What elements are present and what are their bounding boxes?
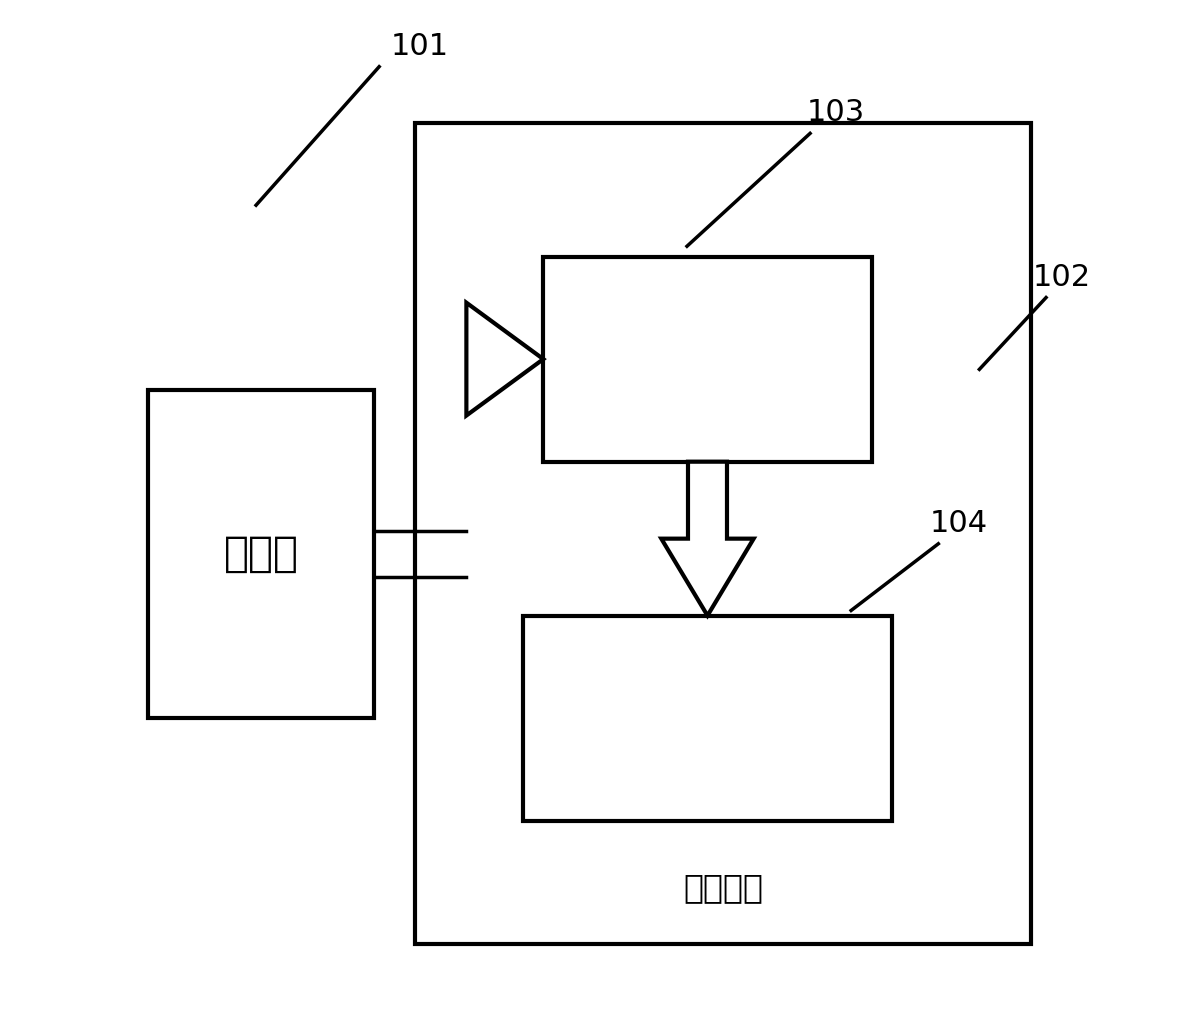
Text: 101: 101 bbox=[391, 32, 449, 61]
Bar bbox=[544, 256, 871, 462]
Polygon shape bbox=[467, 303, 544, 416]
Bar bbox=[149, 390, 374, 718]
Text: 移动终端: 移动终端 bbox=[683, 871, 763, 904]
Text: 电池: 电池 bbox=[683, 698, 732, 739]
Text: 102: 102 bbox=[1033, 263, 1091, 291]
Text: 104: 104 bbox=[930, 509, 988, 538]
Text: 103: 103 bbox=[806, 98, 865, 127]
Text: 充电器: 充电器 bbox=[224, 534, 298, 575]
Bar bbox=[522, 616, 893, 821]
Bar bbox=[415, 123, 1030, 944]
Text: 充电IC: 充电IC bbox=[661, 339, 753, 380]
Polygon shape bbox=[661, 462, 753, 616]
